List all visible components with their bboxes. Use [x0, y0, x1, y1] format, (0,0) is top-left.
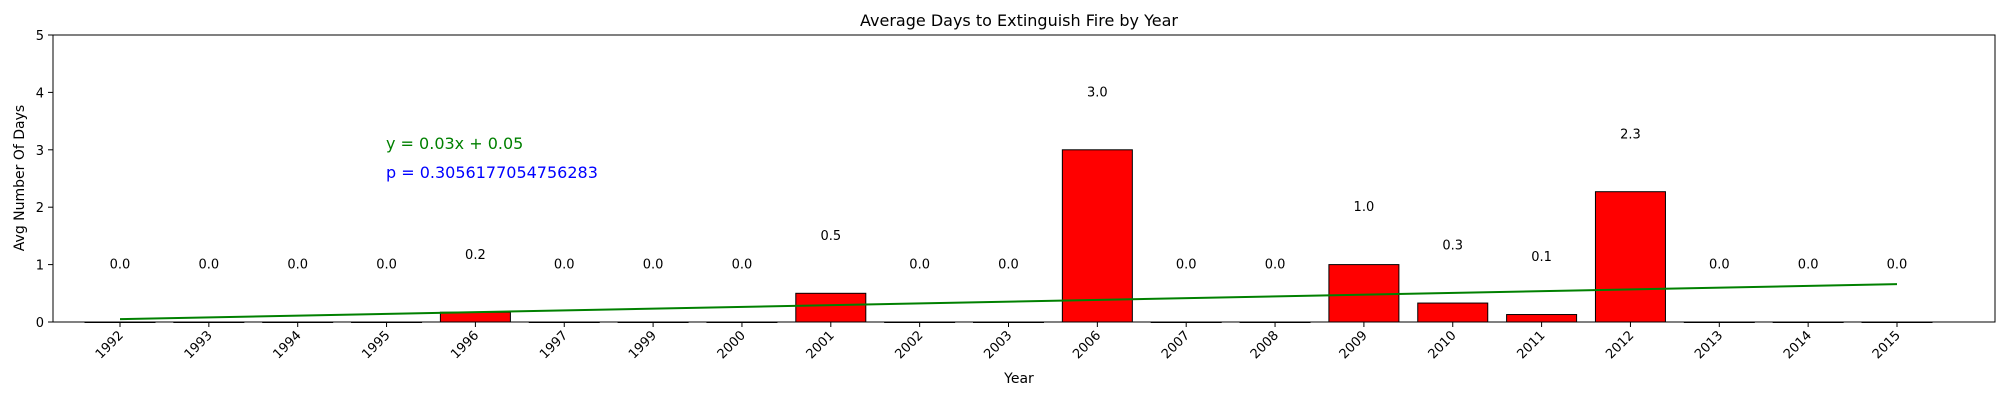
data-label: 0.0 — [554, 258, 575, 273]
data-label: 0.0 — [998, 258, 1019, 273]
x-tick-label: 2001 — [804, 328, 838, 362]
bar — [439, 311, 511, 323]
x-tick-label: 2011 — [1514, 328, 1548, 362]
data-label: 0.0 — [199, 258, 220, 273]
data-label: 0.0 — [643, 258, 664, 273]
y-tick-label: 3 — [36, 144, 44, 159]
x-tick-label: 2002 — [892, 328, 926, 362]
x-tick-label: 2006 — [1070, 328, 1104, 362]
y-tick-label: 5 — [36, 29, 44, 44]
data-label: 0.2 — [465, 248, 486, 263]
data-label: 2.3 — [1620, 127, 1641, 142]
y-axis: 0 1 2 3 4 5 — [36, 29, 53, 331]
x-tick-label: 2013 — [1692, 328, 1726, 362]
y-tick-label: 2 — [36, 201, 44, 216]
x-tick-label: 2003 — [981, 328, 1015, 362]
x-tick-label: 2009 — [1337, 328, 1371, 362]
data-label: 1.0 — [1354, 200, 1375, 215]
x-axis-label: Year — [1003, 371, 1034, 387]
bar — [1506, 314, 1578, 323]
data-label: 0.0 — [1176, 258, 1197, 273]
y-tick-label: 0 — [36, 316, 44, 331]
bar — [795, 292, 867, 323]
data-label: 0.0 — [110, 258, 131, 273]
data-label: 0.5 — [820, 229, 841, 244]
x-tick-label: 1992 — [93, 328, 127, 362]
x-tick-label: 2000 — [715, 328, 749, 362]
trendline — [119, 283, 1898, 321]
x-tick-label: 2012 — [1603, 328, 1637, 362]
x-tick-label: 1996 — [448, 328, 482, 362]
data-labels: 0.0 0.0 0.0 0.0 0.2 0.0 0.0 0.0 0.5 0.0 0.0 3.0 0.0 0… — [110, 85, 1908, 272]
data-label: 0.0 — [732, 258, 753, 273]
plot-frame — [52, 34, 1996, 323]
trendline-equation: y = 0.03x + 0.05 — [386, 134, 524, 153]
y-tick-label: 1 — [36, 259, 44, 274]
x-tick-label: 1994 — [271, 328, 305, 362]
bar — [1417, 302, 1489, 323]
x-tick-label: 1999 — [626, 328, 660, 362]
data-label: 0.1 — [1531, 250, 1552, 265]
data-label: 0.0 — [1887, 258, 1908, 273]
data-label: 0.0 — [909, 258, 930, 273]
y-tick-label: 4 — [36, 86, 44, 101]
x-tick-label: 1997 — [537, 328, 571, 362]
data-label: 0.0 — [1798, 258, 1819, 273]
data-label: 0.0 — [287, 258, 308, 273]
x-tick-label: 1995 — [359, 328, 393, 362]
chart-title: Average Days to Extinguish Fire by Year — [860, 11, 1178, 30]
x-axis: 1992 1993 1994 1995 1996 1997 1999 2000 2001 2002… — [93, 322, 1904, 362]
x-tick-label: 2014 — [1781, 328, 1815, 362]
data-label: 0.0 — [376, 258, 397, 273]
x-tick-label: 2015 — [1870, 328, 1904, 362]
bar — [1061, 149, 1133, 323]
data-label: 0.3 — [1442, 239, 1463, 254]
p-value: p = 0.3056177054756283 — [386, 163, 598, 182]
x-tick-label: 2007 — [1159, 328, 1193, 362]
y-axis-label: Avg Number Of Days — [12, 105, 28, 251]
bar — [1594, 191, 1666, 323]
data-label: 3.0 — [1087, 85, 1108, 100]
data-label: 0.0 — [1709, 258, 1730, 273]
x-tick-label: 2008 — [1248, 328, 1282, 362]
data-label: 0.0 — [1265, 258, 1286, 273]
x-tick-label: 2010 — [1426, 328, 1460, 362]
bars — [84, 149, 1933, 323]
x-tick-label: 1993 — [182, 328, 216, 362]
